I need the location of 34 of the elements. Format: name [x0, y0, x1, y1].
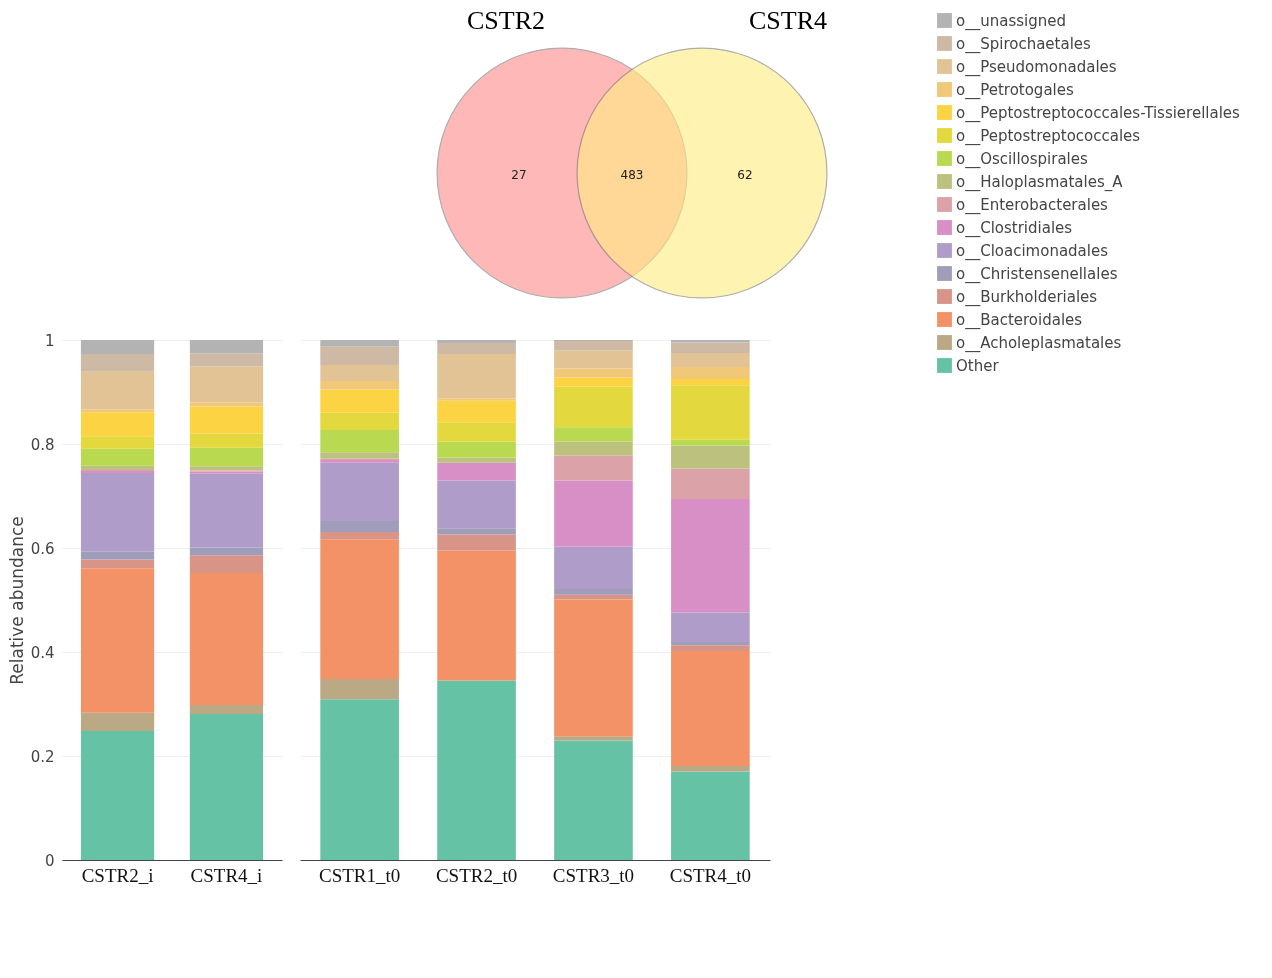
y-tick-label: 0 [44, 851, 55, 870]
legend-label: o__Peptostreptococcales [956, 126, 1141, 146]
legend-label: o__Petrotogales [956, 80, 1074, 100]
x-tick-label: CSTR1_t0 [318, 864, 401, 886]
legend-label: o__Peptostreptococcales-Tissierellales [956, 103, 1241, 123]
legend-label: o__Burkholderiales [956, 287, 1098, 307]
y-tick-label: 0.4 [30, 643, 55, 662]
legend-label: o__Cloacimonadales [956, 241, 1109, 261]
y-tick-label: 0.6 [30, 539, 55, 558]
legend-label: o__Spirochaetales [956, 34, 1092, 54]
legend-label: o__Oscillospirales [956, 149, 1088, 169]
y-tick-label: 0.8 [30, 435, 55, 454]
category-label: CSTR2 [466, 6, 546, 35]
legend-label: o__Enterobacterales [956, 195, 1109, 215]
legend-label: o__Christensenellales [956, 264, 1118, 284]
x-tick-label: CSTR3_t0 [552, 864, 635, 886]
legend-label: o__Pseudomonadales [956, 57, 1117, 77]
legend-label: Other [956, 356, 1000, 375]
legend-label: o__Haloplasmatales_A [956, 172, 1124, 192]
text: 27 [511, 168, 527, 182]
text: 62 [737, 168, 753, 182]
y-tick-label: 0.2 [30, 747, 55, 766]
x-tick-label: CSTR4_i [190, 864, 263, 886]
legend-label: o__Bacteroidales [956, 310, 1083, 330]
x-tick-label: CSTR2_t0 [435, 864, 518, 886]
x-tick-label: CSTR2_i [81, 864, 154, 886]
legend-label: o__Clostridiales [956, 218, 1073, 238]
x-tick-label: CSTR4_t0 [669, 864, 752, 886]
legend-label: o__unassigned [956, 11, 1066, 31]
y-tick-label: 1 [44, 331, 55, 350]
legend-label: o__Acholeplasmatales [956, 333, 1122, 353]
text: 483 [620, 168, 644, 182]
y-axis-title: Relative abundance [6, 516, 27, 685]
category-label: CSTR4 [748, 6, 828, 35]
